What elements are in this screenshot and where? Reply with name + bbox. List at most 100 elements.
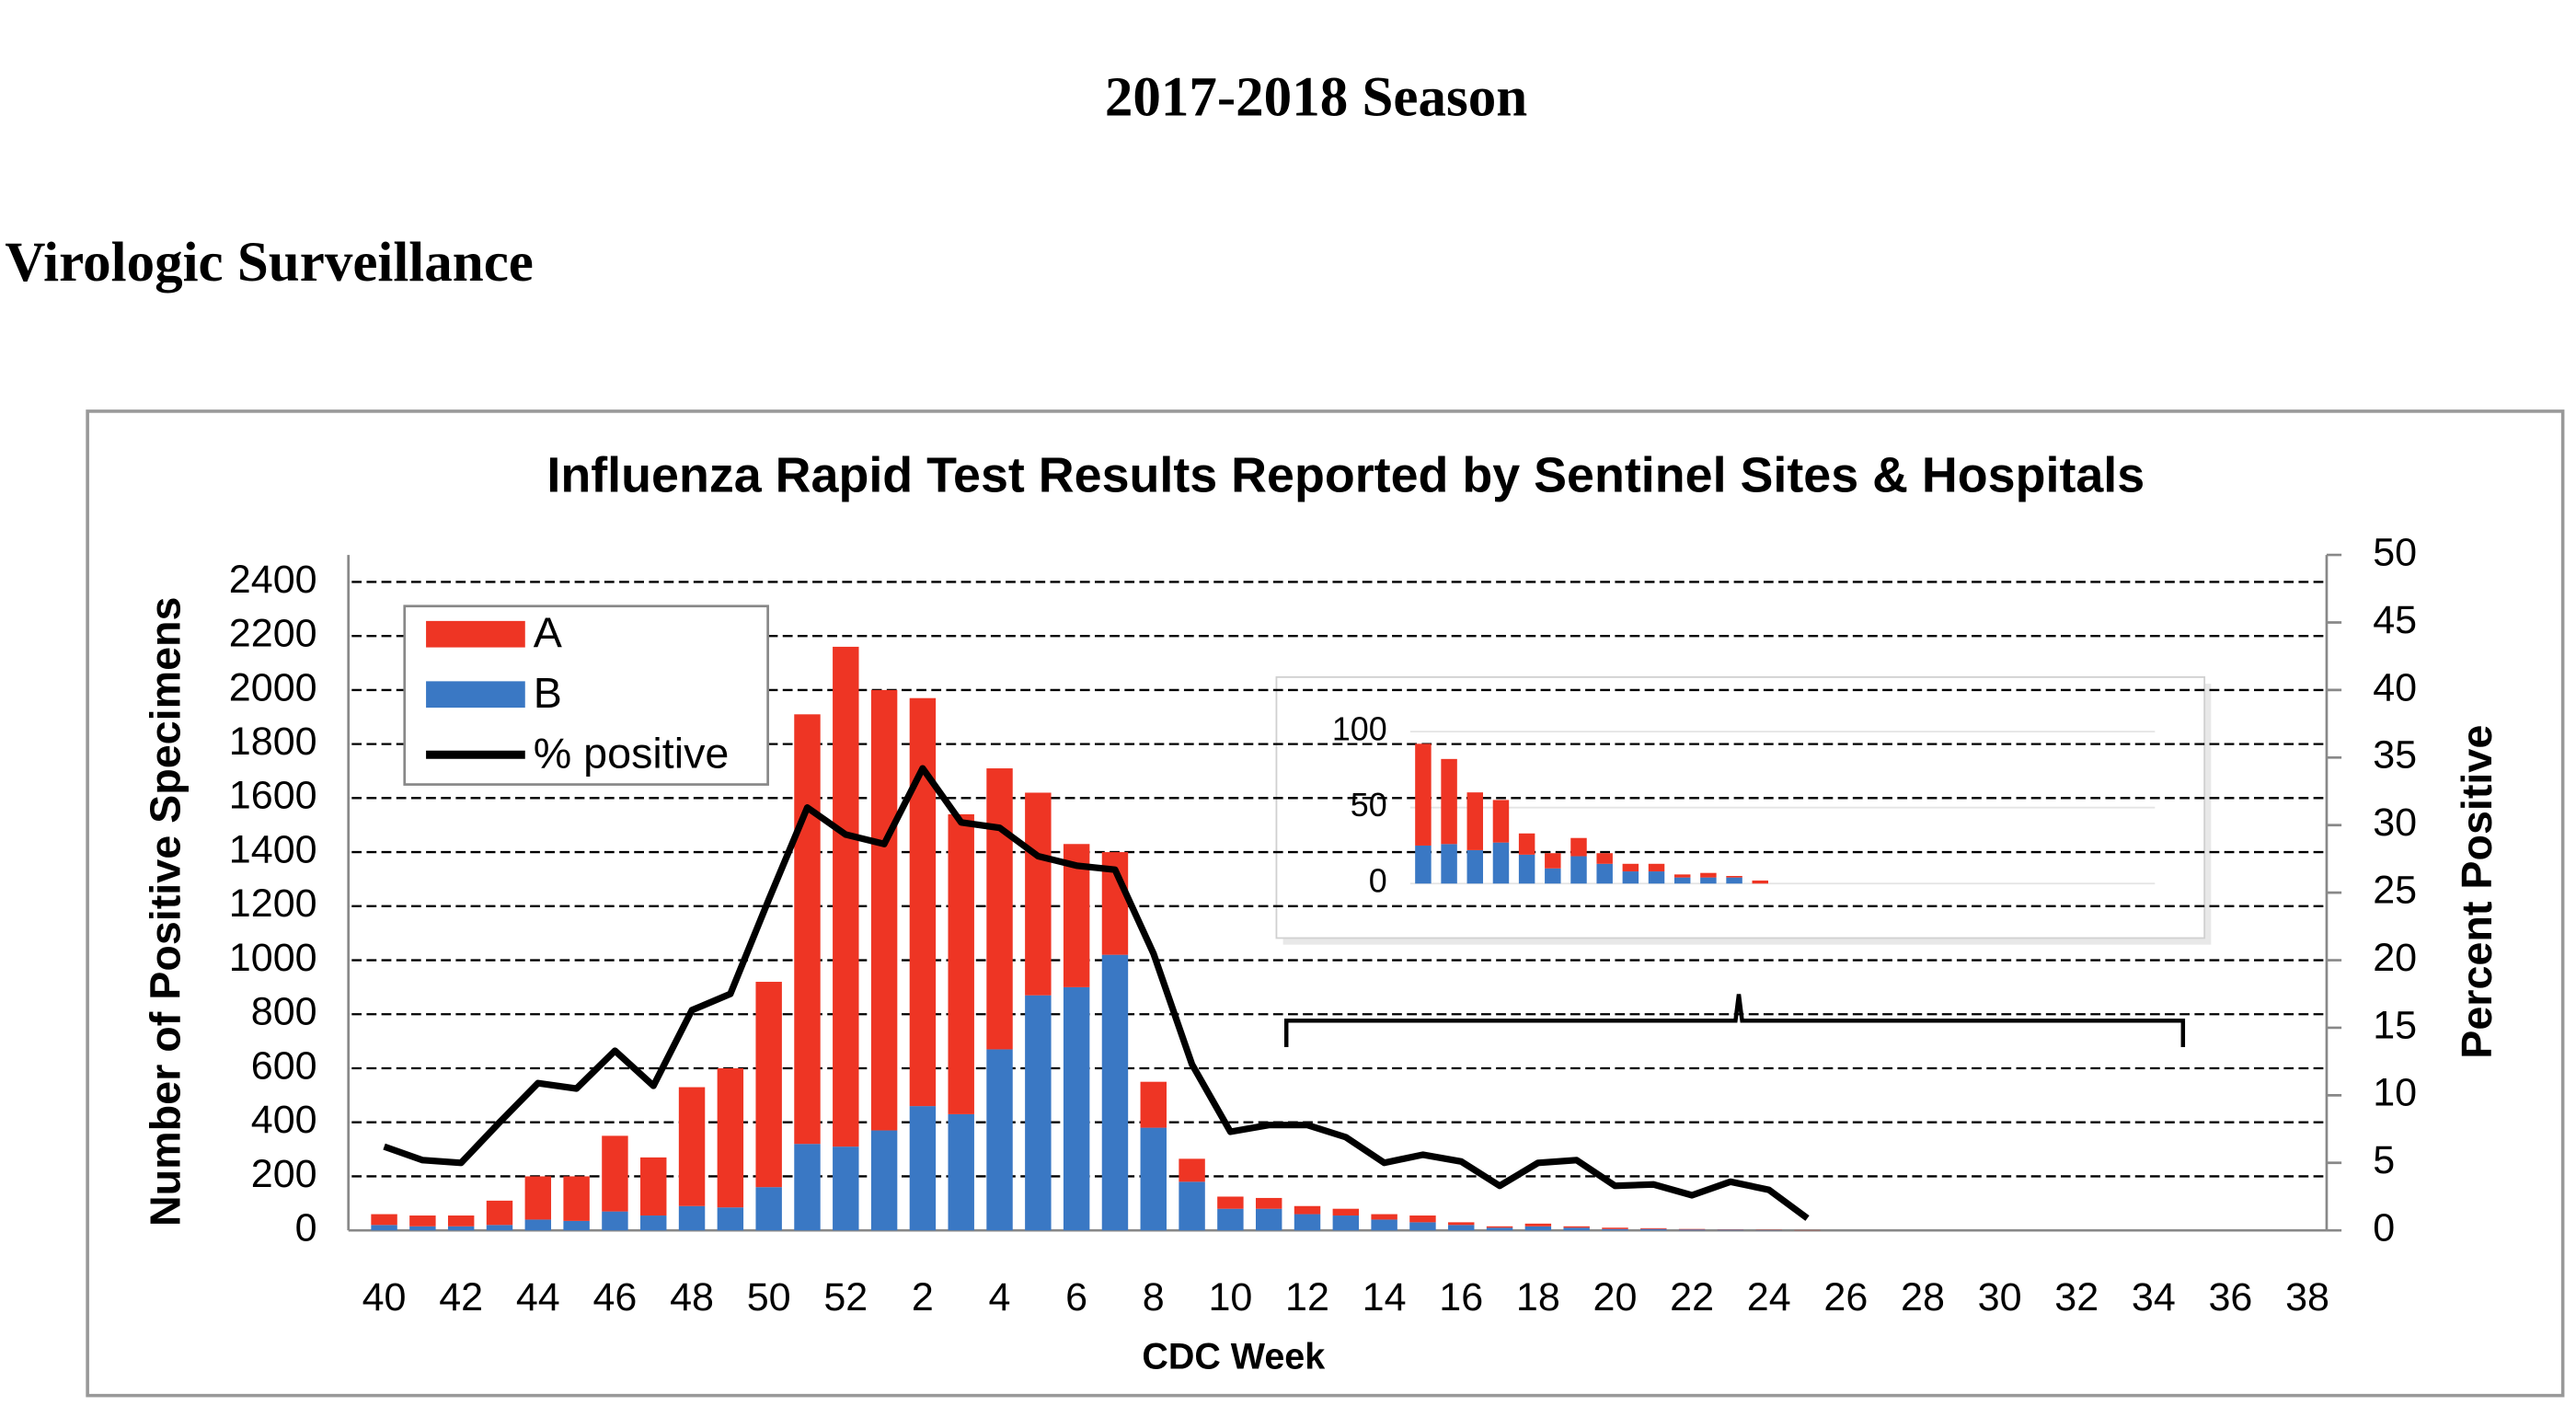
bar <box>909 1106 937 1231</box>
y-tick-label: 1200 <box>229 881 317 926</box>
bar <box>602 1211 628 1231</box>
x-tick-label: 14 <box>1363 1275 1407 1319</box>
bar <box>447 1215 475 1227</box>
bar <box>1025 792 1052 996</box>
bar <box>794 714 821 1145</box>
y-tick-label: 1000 <box>229 936 317 980</box>
bar <box>1063 986 1090 1231</box>
bar <box>1524 1223 1552 1227</box>
bar <box>870 1130 898 1231</box>
x-tick-label: 26 <box>1823 1275 1868 1319</box>
section-heading: Virologic Surveillance <box>5 232 534 294</box>
bar <box>870 689 898 1131</box>
x-tick-label: 2 <box>912 1275 934 1319</box>
bar <box>1486 1227 1513 1231</box>
x-tick-label: 8 <box>1143 1275 1165 1319</box>
bar <box>1332 1215 1360 1231</box>
y-tick-label: 2200 <box>229 612 317 656</box>
page-title: 2017-2018 Season <box>1105 66 1527 128</box>
bar <box>909 697 937 1107</box>
bar <box>1140 1081 1167 1128</box>
y-tick-label: 800 <box>251 990 317 1034</box>
bar <box>1294 1214 1321 1231</box>
bar <box>1622 871 1639 884</box>
bar <box>1673 874 1691 878</box>
bar <box>1217 1208 1244 1231</box>
x-tick-label: 34 <box>2132 1275 2176 1319</box>
bar <box>1492 842 1510 884</box>
bar <box>1700 877 1717 884</box>
bar <box>1448 1225 1475 1231</box>
y2-tick-label: 0 <box>2373 1206 2395 1250</box>
bar <box>563 1220 590 1231</box>
bar <box>678 1205 706 1231</box>
bar <box>1752 880 1768 884</box>
bar <box>1545 853 1561 869</box>
y-tick-label: 1800 <box>229 720 317 764</box>
bar <box>1466 792 1484 850</box>
bar <box>1673 877 1691 884</box>
bar <box>717 1207 744 1231</box>
bar <box>1441 758 1457 845</box>
bar <box>1596 863 1613 884</box>
bar <box>1640 1227 1667 1229</box>
y-tick-label: 50 <box>1351 787 1387 824</box>
bar <box>524 1176 552 1220</box>
bar <box>409 1226 436 1231</box>
bar <box>1700 872 1717 878</box>
y2-axis-label: Percent Positive <box>2453 725 2501 1059</box>
x-tick-label: 36 <box>2208 1275 2252 1319</box>
bar <box>1371 1219 1397 1231</box>
bar <box>1371 1214 1397 1220</box>
bar <box>1140 1127 1167 1231</box>
bar <box>1415 845 1432 884</box>
y-tick-label: 400 <box>251 1098 317 1142</box>
bar <box>1179 1158 1205 1182</box>
x-tick-label: 4 <box>989 1275 1011 1319</box>
bar <box>1640 1228 1667 1231</box>
bar <box>1596 853 1613 864</box>
bar <box>486 1200 513 1226</box>
bar <box>1448 1222 1475 1226</box>
y2-tick-label: 20 <box>2373 936 2417 980</box>
bar <box>986 1049 1013 1231</box>
x-tick-label: 46 <box>592 1275 637 1319</box>
y2-tick-label: 40 <box>2373 665 2417 709</box>
y-tick-label: 2000 <box>229 665 317 709</box>
y2-tick-label: 15 <box>2373 1003 2417 1047</box>
y-tick-label: 1600 <box>229 774 317 818</box>
bar <box>1524 1226 1552 1231</box>
x-tick-label: 32 <box>2054 1275 2099 1319</box>
y2-tick-label: 45 <box>2373 598 2417 642</box>
bar <box>1678 1229 1706 1231</box>
bar <box>1570 856 1587 884</box>
y-tick-label: 200 <box>251 1152 317 1196</box>
bar <box>1409 1222 1436 1231</box>
x-tick-label: 40 <box>362 1275 407 1319</box>
bar <box>1332 1208 1360 1216</box>
x-tick-label: 22 <box>1670 1275 1714 1319</box>
legend-swatch <box>426 681 525 708</box>
bar <box>1563 1227 1590 1231</box>
bar <box>833 646 859 1147</box>
bar <box>755 982 782 1188</box>
x-tick-label: 10 <box>1208 1275 1252 1319</box>
bar <box>948 813 974 1114</box>
bar <box>1025 995 1052 1231</box>
bar <box>640 1215 667 1231</box>
bar <box>986 768 1013 1050</box>
y-tick-label: 1400 <box>229 827 317 871</box>
bar <box>1466 849 1484 884</box>
x-tick-label: 28 <box>1901 1275 1945 1319</box>
chart-title: Influenza Rapid Test Results Reported by… <box>546 448 2145 503</box>
bar <box>948 1113 974 1231</box>
x-tick-label: 50 <box>747 1275 791 1319</box>
x-tick-label: 18 <box>1516 1275 1560 1319</box>
bar <box>1255 1208 1282 1231</box>
bar <box>563 1176 590 1221</box>
y-axis-label: Number of Positive Specimens <box>141 597 189 1227</box>
y2-tick-label: 50 <box>2373 530 2417 574</box>
x-tick-label: 52 <box>823 1275 868 1319</box>
